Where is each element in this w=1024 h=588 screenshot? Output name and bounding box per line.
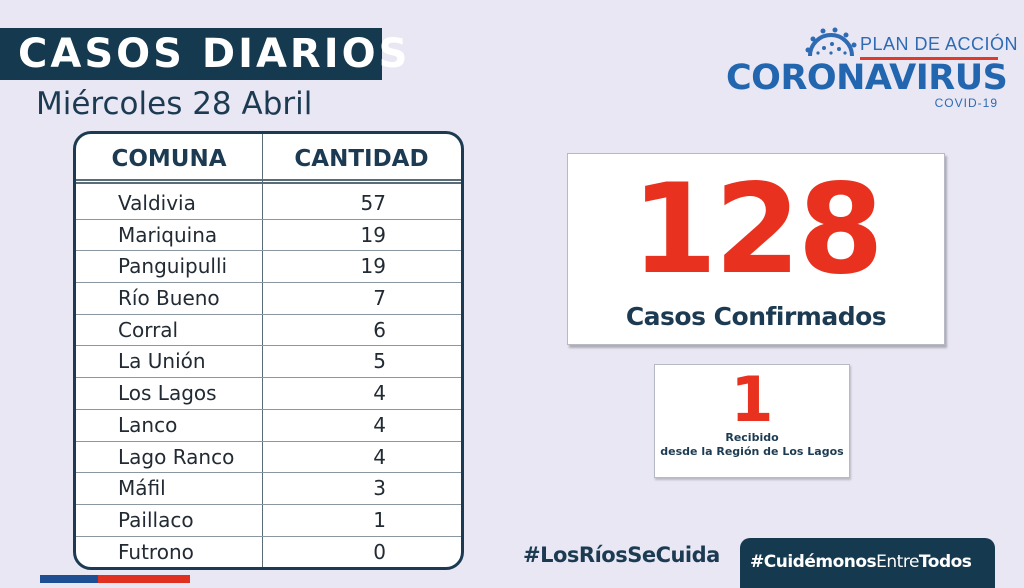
- table-body: Valdivia 57 Mariquina 19 Panguipulli 19 Río…: [76, 188, 461, 567]
- cantidad-cell: 19: [360, 222, 386, 247]
- table-row: Futrono 0: [76, 537, 461, 567]
- comuna-cell: Valdivia: [118, 191, 196, 215]
- comuna-cell: Paillaco: [118, 507, 194, 532]
- table-row: Valdivia 57: [76, 188, 461, 220]
- received-origin-label: desde la Región de Los Lagos: [660, 445, 844, 458]
- cantidad-cell: 57: [360, 191, 386, 215]
- virus-icon: [805, 27, 857, 57]
- hashtag-part: Cuidémonos: [763, 552, 877, 572]
- cases-table: COMUNA CANTIDAD Valdivia 57 Mariquina 19 P…: [73, 131, 464, 570]
- hashtag-los-rios: #LosRíosSeCuida: [523, 543, 720, 567]
- date-subtitle: Miércoles 28 Abril: [36, 86, 313, 122]
- hashtag-part: Todos: [918, 552, 972, 572]
- total-cases-card: 128 Casos Confirmados: [567, 153, 945, 345]
- cantidad-cell: 3: [373, 476, 386, 501]
- comuna-cell: Los Lagos: [118, 381, 217, 406]
- comuna-cell: Río Bueno: [118, 286, 220, 311]
- table-row: La Unión 5: [76, 346, 461, 379]
- comuna-cell: Corral: [118, 317, 179, 342]
- received-cases-card: 1 Recibido desde la Región de Los Lagos: [654, 364, 850, 478]
- comuna-cell: Lago Ranco: [118, 444, 235, 469]
- table-header: COMUNA CANTIDAD: [76, 134, 461, 184]
- page-title: CASOS DIARIOS: [0, 28, 407, 80]
- hashtag-banner: #CuidémonosEntreTodos: [740, 538, 995, 588]
- hashtag-part: Entre: [876, 552, 919, 572]
- logo-coronavirus-text: CORONAVIRUS: [726, 58, 1008, 98]
- hashtag-part: #: [750, 552, 764, 572]
- table-row: Los Lagos 4: [76, 378, 461, 410]
- comuna-cell: Lanco: [118, 412, 178, 437]
- cantidad-cell: 4: [373, 381, 386, 406]
- logo-covid-text: COVID-19: [934, 96, 998, 110]
- logo-plan-text: PLAN DE ACCIÓN: [860, 34, 1019, 54]
- hashtag-cuidemonos: #CuidémonosEntreTodos: [750, 552, 972, 572]
- header-comuna: COMUNA: [111, 146, 227, 172]
- cantidad-cell: 1: [373, 507, 386, 532]
- logo-underline: [860, 57, 998, 60]
- table-row: Lago Ranco 4: [76, 442, 461, 474]
- comuna-cell: La Unión: [118, 349, 206, 374]
- comuna-cell: Panguipulli: [118, 254, 228, 279]
- cantidad-cell: 4: [373, 444, 386, 469]
- total-cases-label: Casos Confirmados: [625, 302, 887, 331]
- comuna-cell: Futrono: [118, 539, 194, 564]
- received-label: Recibido: [725, 431, 779, 444]
- table-row: Paillaco 1: [76, 505, 461, 537]
- received-number: 1: [730, 363, 774, 436]
- plan-coronavirus-logo: PLAN DE ACCIÓN CORONAVIRUS COVID-19: [726, 24, 1018, 114]
- table-row: Río Bueno 7: [76, 283, 461, 315]
- cantidad-cell: 0: [373, 539, 386, 564]
- cantidad-cell: 4: [373, 412, 386, 437]
- comuna-cell: Mariquina: [118, 222, 218, 247]
- comuna-cell: Máfil: [118, 476, 166, 501]
- table-row: Lanco 4: [76, 410, 461, 442]
- table-row: Máfil 3: [76, 473, 461, 505]
- flag-stripe-red: [98, 575, 190, 583]
- flag-stripe-blue: [40, 575, 98, 583]
- column-divider: [262, 134, 263, 567]
- table-row: Corral 6: [76, 315, 461, 347]
- table-row: Panguipulli 19: [76, 251, 461, 284]
- cantidad-cell: 7: [373, 286, 386, 311]
- cantidad-cell: 19: [360, 254, 386, 279]
- total-cases-number: 128: [631, 158, 884, 302]
- cantidad-cell: 5: [373, 349, 386, 374]
- table-row: Mariquina 19: [76, 220, 461, 252]
- cantidad-cell: 6: [373, 317, 386, 342]
- header-cantidad: CANTIDAD: [294, 146, 429, 172]
